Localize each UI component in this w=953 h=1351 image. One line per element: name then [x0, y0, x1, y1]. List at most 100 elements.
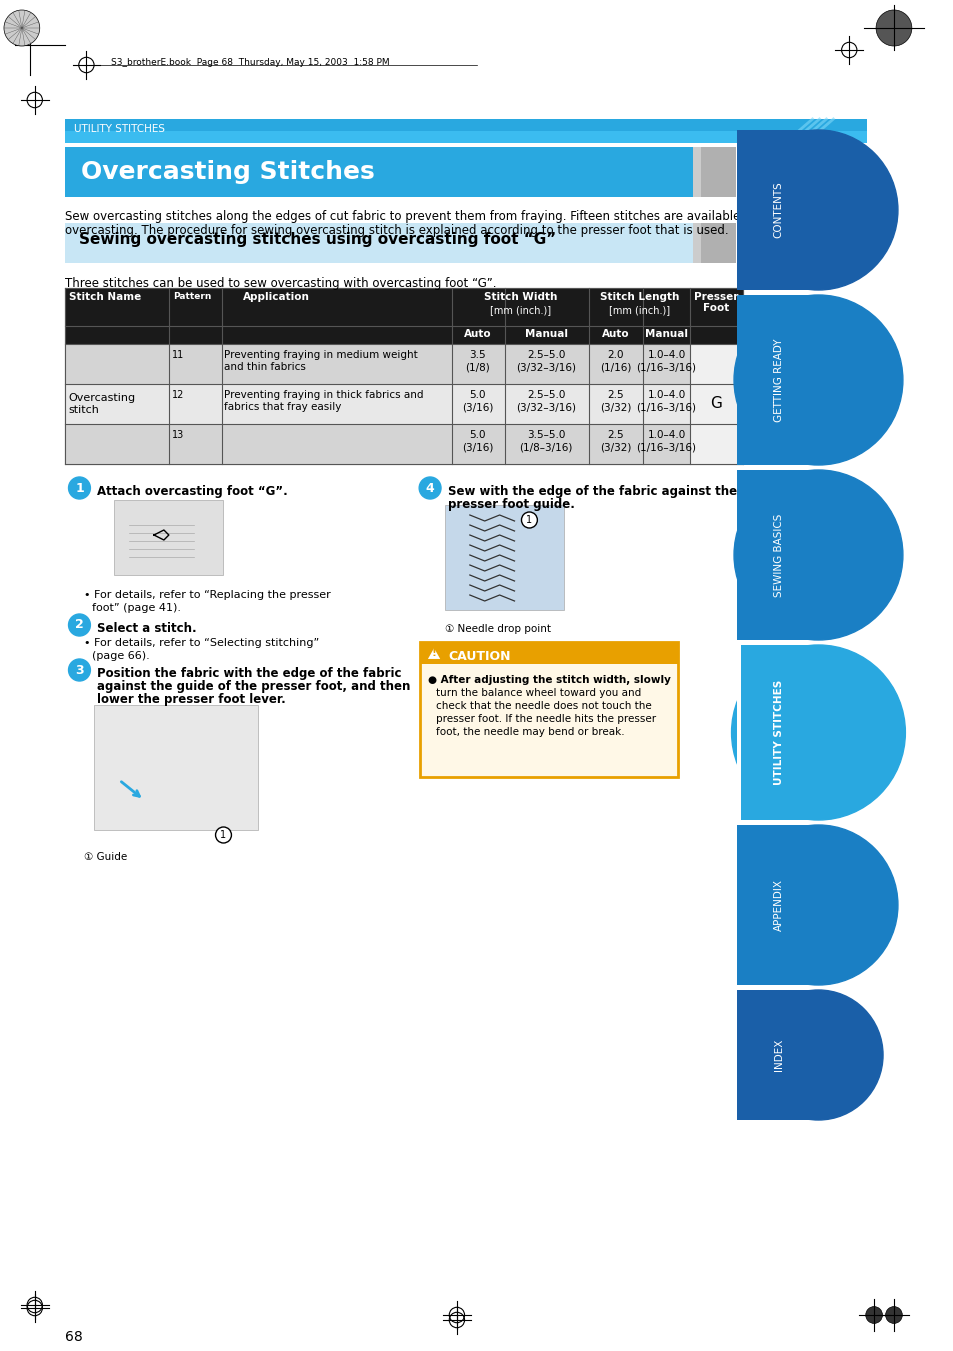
Text: Foot: Foot: [702, 303, 728, 313]
Bar: [419, 642, 678, 663]
Text: ● After adjusting the stitch width, slowly: ● After adjusting the stitch width, slow…: [428, 676, 670, 685]
Text: INDEX: INDEX: [773, 1039, 783, 1071]
Text: 68: 68: [65, 1329, 82, 1344]
Text: Overcasting
stitch: Overcasting stitch: [69, 393, 135, 415]
Text: CONTENTS: CONTENTS: [773, 181, 783, 238]
Text: 1: 1: [75, 481, 84, 494]
Bar: [737, 825, 821, 985]
Bar: [698, 147, 736, 197]
Circle shape: [864, 1306, 882, 1324]
Text: CAUTION: CAUTION: [448, 650, 510, 663]
Text: 4: 4: [425, 481, 434, 494]
Text: 3: 3: [75, 663, 84, 677]
Text: lower the presser foot lever.: lower the presser foot lever.: [97, 693, 286, 707]
Bar: [65, 147, 724, 197]
Text: Sew overcasting stitches along the edges of cut fabric to prevent them from fray: Sew overcasting stitches along the edges…: [65, 209, 760, 223]
Text: Sew with the edge of the fabric against the: Sew with the edge of the fabric against …: [448, 485, 737, 499]
Bar: [65, 223, 724, 263]
Text: Manual: Manual: [524, 330, 567, 339]
Text: (1/16–3/16): (1/16–3/16): [636, 443, 696, 453]
Text: 1.0–4.0: 1.0–4.0: [647, 390, 685, 400]
Text: !: !: [431, 648, 436, 658]
Bar: [693, 147, 700, 197]
Text: S3_brotherE.book  Page 68  Thursday, May 15, 2003  1:58 PM: S3_brotherE.book Page 68 Thursday, May 1…: [112, 58, 390, 68]
Text: Pattern: Pattern: [172, 292, 211, 301]
Text: (page 66).: (page 66).: [92, 651, 150, 661]
Text: 1.0–4.0: 1.0–4.0: [647, 430, 685, 440]
Circle shape: [4, 9, 40, 46]
Text: (3/16): (3/16): [461, 403, 493, 413]
Text: ① Needle drop point: ① Needle drop point: [444, 624, 551, 634]
Text: Sewing overcasting stitches using overcasting foot “G”: Sewing overcasting stitches using overca…: [79, 232, 557, 247]
Bar: [94, 705, 258, 830]
Text: 2.0: 2.0: [607, 350, 623, 359]
Text: Auto: Auto: [601, 330, 629, 339]
Text: [mm (inch.)]: [mm (inch.)]: [608, 305, 670, 315]
Text: SEWING BASICS: SEWING BASICS: [773, 513, 783, 597]
Circle shape: [69, 659, 91, 681]
Bar: [737, 130, 821, 290]
Bar: [65, 131, 866, 143]
Bar: [65, 326, 742, 345]
Circle shape: [69, 613, 91, 636]
Text: 2.5–5.0: 2.5–5.0: [527, 390, 565, 400]
Text: 1: 1: [220, 830, 226, 840]
Text: APPENDIX: APPENDIX: [773, 880, 783, 931]
Text: presser foot. If the needle hits the presser: presser foot. If the needle hits the pre…: [436, 713, 656, 724]
Bar: [65, 424, 690, 463]
Circle shape: [753, 990, 882, 1120]
Text: Select a stitch.: Select a stitch.: [97, 621, 196, 635]
Text: GETTING READY: GETTING READY: [773, 338, 783, 422]
Circle shape: [739, 130, 897, 290]
Text: foot, the needle may bend or break.: foot, the needle may bend or break.: [436, 727, 624, 738]
Text: • For details, refer to “Selecting stitching”: • For details, refer to “Selecting stitc…: [85, 638, 319, 648]
Circle shape: [418, 477, 440, 499]
Bar: [419, 642, 678, 777]
Bar: [65, 288, 742, 326]
Text: G: G: [709, 396, 721, 412]
Text: 12: 12: [172, 390, 184, 400]
Text: 2.5: 2.5: [607, 430, 623, 440]
Text: turn the balance wheel toward you and: turn the balance wheel toward you and: [436, 688, 640, 698]
Text: presser foot guide.: presser foot guide.: [448, 499, 575, 511]
Text: and thin fabrics: and thin fabrics: [224, 362, 306, 372]
Bar: [65, 345, 690, 384]
Text: 2.5–5.0: 2.5–5.0: [527, 350, 565, 359]
Bar: [737, 644, 821, 820]
Text: 11: 11: [172, 350, 184, 359]
Text: Preventing fraying in medium weight: Preventing fraying in medium weight: [224, 350, 417, 359]
Circle shape: [731, 644, 904, 820]
Circle shape: [884, 1306, 902, 1324]
Text: 2.5: 2.5: [607, 390, 623, 400]
Bar: [737, 644, 740, 820]
Text: (3/32): (3/32): [599, 443, 631, 453]
Bar: [737, 470, 821, 640]
Circle shape: [875, 9, 911, 46]
Text: (3/32): (3/32): [599, 403, 631, 413]
Text: 3.5: 3.5: [469, 350, 486, 359]
Circle shape: [739, 825, 897, 985]
Text: Three stitches can be used to sew overcasting with overcasting foot “G”.: Three stitches can be used to sew overca…: [65, 277, 496, 290]
Text: (1/16–3/16): (1/16–3/16): [636, 363, 696, 373]
Polygon shape: [426, 646, 441, 661]
Text: Stitch Length: Stitch Length: [599, 292, 679, 303]
Text: overcasting. The procedure for sewing overcasting stitch is explained according : overcasting. The procedure for sewing ov…: [65, 224, 727, 236]
Text: Manual: Manual: [644, 330, 687, 339]
Bar: [65, 119, 866, 143]
Text: 2: 2: [75, 619, 84, 631]
Text: Auto: Auto: [463, 330, 491, 339]
Text: foot” (page 41).: foot” (page 41).: [92, 603, 181, 613]
Bar: [737, 990, 821, 1120]
Text: ① Guide: ① Guide: [85, 852, 128, 862]
Text: 5.0: 5.0: [469, 390, 485, 400]
Text: Attach overcasting foot “G”.: Attach overcasting foot “G”.: [97, 485, 288, 499]
Bar: [65, 288, 742, 463]
Bar: [444, 505, 563, 611]
Bar: [114, 500, 223, 576]
Circle shape: [733, 470, 902, 640]
Text: fabrics that fray easily: fabrics that fray easily: [224, 403, 341, 412]
Text: (1/8–3/16): (1/8–3/16): [519, 443, 573, 453]
Text: Application: Application: [242, 292, 309, 303]
Circle shape: [215, 827, 232, 843]
Bar: [698, 223, 736, 263]
